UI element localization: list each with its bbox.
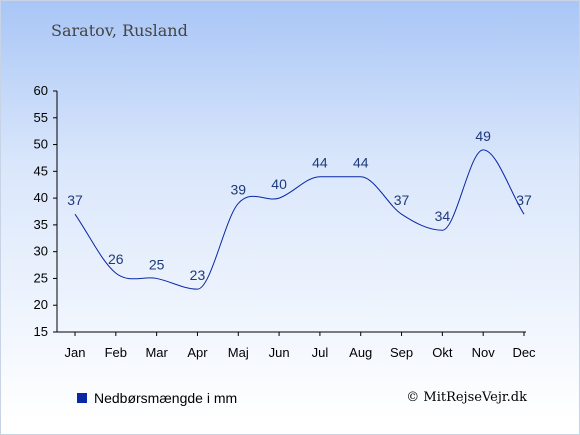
axes: 15 20 25 30 35 40 45 50 55 60 Jan Feb Mar Apr Maj Jun Ju…	[34, 83, 537, 360]
x-tick-label: Aug	[349, 345, 372, 360]
data-label: 39	[230, 181, 246, 197]
x-tick-label: Okt	[432, 345, 453, 360]
x-tick-label: Feb	[105, 345, 127, 360]
y-tick-label: 45	[34, 163, 48, 178]
x-tick-label: Sep	[390, 345, 413, 360]
x-tick-label: Jul	[312, 345, 329, 360]
data-label: 44	[312, 155, 328, 171]
data-label: 40	[271, 176, 287, 192]
y-tick-label: 40	[34, 190, 48, 205]
series-line-group	[74, 149, 525, 290]
y-tick-label: 15	[34, 324, 48, 339]
data-label: 26	[108, 251, 124, 267]
x-tick-label: Jun	[269, 345, 290, 360]
x-tick-label: Nov	[472, 345, 496, 360]
data-label: 49	[475, 128, 491, 144]
data-label: 23	[190, 267, 206, 283]
data-label: 44	[353, 155, 369, 171]
y-tick-label: 50	[34, 137, 48, 152]
data-label: 37	[516, 192, 532, 208]
data-label: 34	[435, 208, 451, 224]
legend-swatch	[77, 393, 87, 403]
y-tick-label: 20	[34, 297, 48, 312]
data-label: 37	[67, 192, 83, 208]
y-tick-label: 35	[34, 217, 48, 232]
x-tick-label: Dec	[512, 345, 536, 360]
x-tick-label: Apr	[187, 345, 208, 360]
x-tick-label: Maj	[228, 345, 249, 360]
data-label: 37	[394, 192, 410, 208]
y-tick-label: 25	[34, 270, 48, 285]
x-tick-label: Jan	[65, 345, 86, 360]
data-labels: 37 26 25 23 39 40 44 44 37 34 49 37	[67, 128, 532, 283]
legend-label: Nedbørsmængde i mm	[94, 390, 238, 406]
y-tick-label: 60	[34, 83, 48, 98]
series-line	[74, 149, 525, 290]
data-label: 25	[149, 256, 165, 272]
x-tick-label: Mar	[145, 345, 168, 360]
legend: Nedbørsmængde i mm	[77, 390, 237, 406]
chart-title: Saratov, Rusland	[51, 21, 188, 40]
credit-text: © MitRejseVejr.dk	[406, 390, 527, 405]
y-tick-label: 55	[34, 110, 48, 125]
y-tick-label: 30	[34, 244, 48, 259]
